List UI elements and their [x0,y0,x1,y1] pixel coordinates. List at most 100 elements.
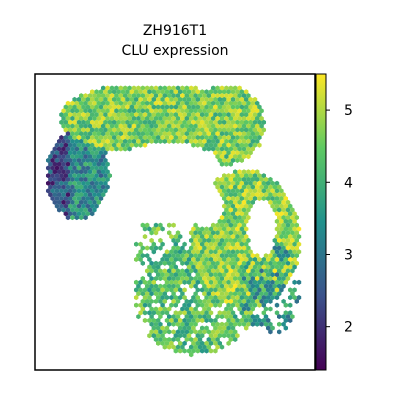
expression-spot [208,272,214,278]
expression-spot [111,112,117,118]
expression-spot [70,131,75,137]
expression-spot [177,333,183,339]
expression-spot [237,298,242,304]
expression-spot [136,93,141,99]
expression-spot [144,138,150,144]
expression-spot [283,218,289,224]
expression-spot [151,333,157,339]
expression-spot [263,298,269,304]
expression-spot [78,161,84,167]
expression-spot [254,275,260,282]
expression-spot [235,317,240,323]
expression-spot [151,310,157,316]
expression-spot [188,237,194,243]
expression-spot [239,173,245,179]
expression-spot [164,134,170,141]
expression-spot [246,237,251,243]
expression-spot [76,96,82,102]
expression-spot [248,188,253,194]
expression-spot [92,123,97,129]
expression-spot [219,138,225,144]
expression-spot [105,161,110,167]
expression-spot [173,119,179,125]
expression-spot [217,180,223,186]
expression-spot [70,169,75,175]
expression-spot [243,211,249,217]
expression-spot [166,336,172,343]
expression-spot [72,112,77,118]
expression-spot [287,272,293,278]
expression-spot [171,100,176,106]
expression-spot [184,306,190,312]
expression-spot [226,264,231,270]
expression-spot [241,93,247,99]
expression-spot [182,287,187,293]
expression-spot [206,108,212,114]
expression-spot [221,134,227,141]
expression-spot [235,256,240,263]
expression-spot [105,108,110,114]
expression-spot [221,96,227,102]
expression-spot [65,115,71,122]
expression-spot [217,241,223,247]
expression-spot [100,108,106,114]
expression-spot [226,295,231,301]
expression-spot [228,260,234,266]
expression-spot [217,104,223,110]
expression-spot [228,237,234,243]
expression-spot [243,218,249,224]
expression-spot [83,131,88,137]
expression-spot [127,100,132,106]
expression-spot [215,222,220,228]
expression-spot [197,268,203,274]
expression-spot [281,199,286,205]
expression-spot [241,237,247,243]
expression-spot [184,100,190,106]
expression-spot [169,340,174,346]
expression-spot [294,215,300,221]
expression-spot [215,260,220,266]
expression-spot [177,325,183,331]
expression-spot [70,176,75,182]
expression-spot [155,226,161,232]
expression-spot [224,176,229,182]
expression-spot [199,287,205,293]
expression-spot [213,302,218,308]
expression-spot [136,85,141,91]
expression-spot [85,119,91,125]
expression-spot [292,249,297,255]
expression-spot [103,165,108,171]
expression-spot [191,317,196,323]
expression-spot [65,138,71,144]
expression-spot [197,253,203,259]
plot-frame [34,73,316,371]
expression-spot [52,161,58,167]
expression-spot [158,222,163,228]
expression-spot [120,104,126,110]
expression-spot [217,142,223,148]
expression-spot [210,108,216,114]
expression-spot [155,325,161,331]
expression-spot [268,253,273,259]
expression-spot [246,275,251,282]
expression-spot [67,104,73,110]
expression-spot [250,298,256,304]
expression-spot [63,134,69,141]
expression-spot [144,245,150,251]
expression-spot [180,85,185,91]
expression-spot [136,253,141,259]
expression-spot [254,169,260,175]
expression-spot [129,142,135,148]
expression-spot [204,104,209,110]
expression-spot [177,104,183,110]
expression-spot [208,234,214,240]
expression-spot [237,283,242,289]
expression-spot [199,348,205,354]
expression-spot [56,192,62,198]
expression-spot [210,146,216,152]
expression-spot [100,146,106,152]
expression-spot [195,104,201,110]
expression-spot [72,119,77,125]
expression-spot [270,195,275,202]
expression-spot [217,256,223,263]
